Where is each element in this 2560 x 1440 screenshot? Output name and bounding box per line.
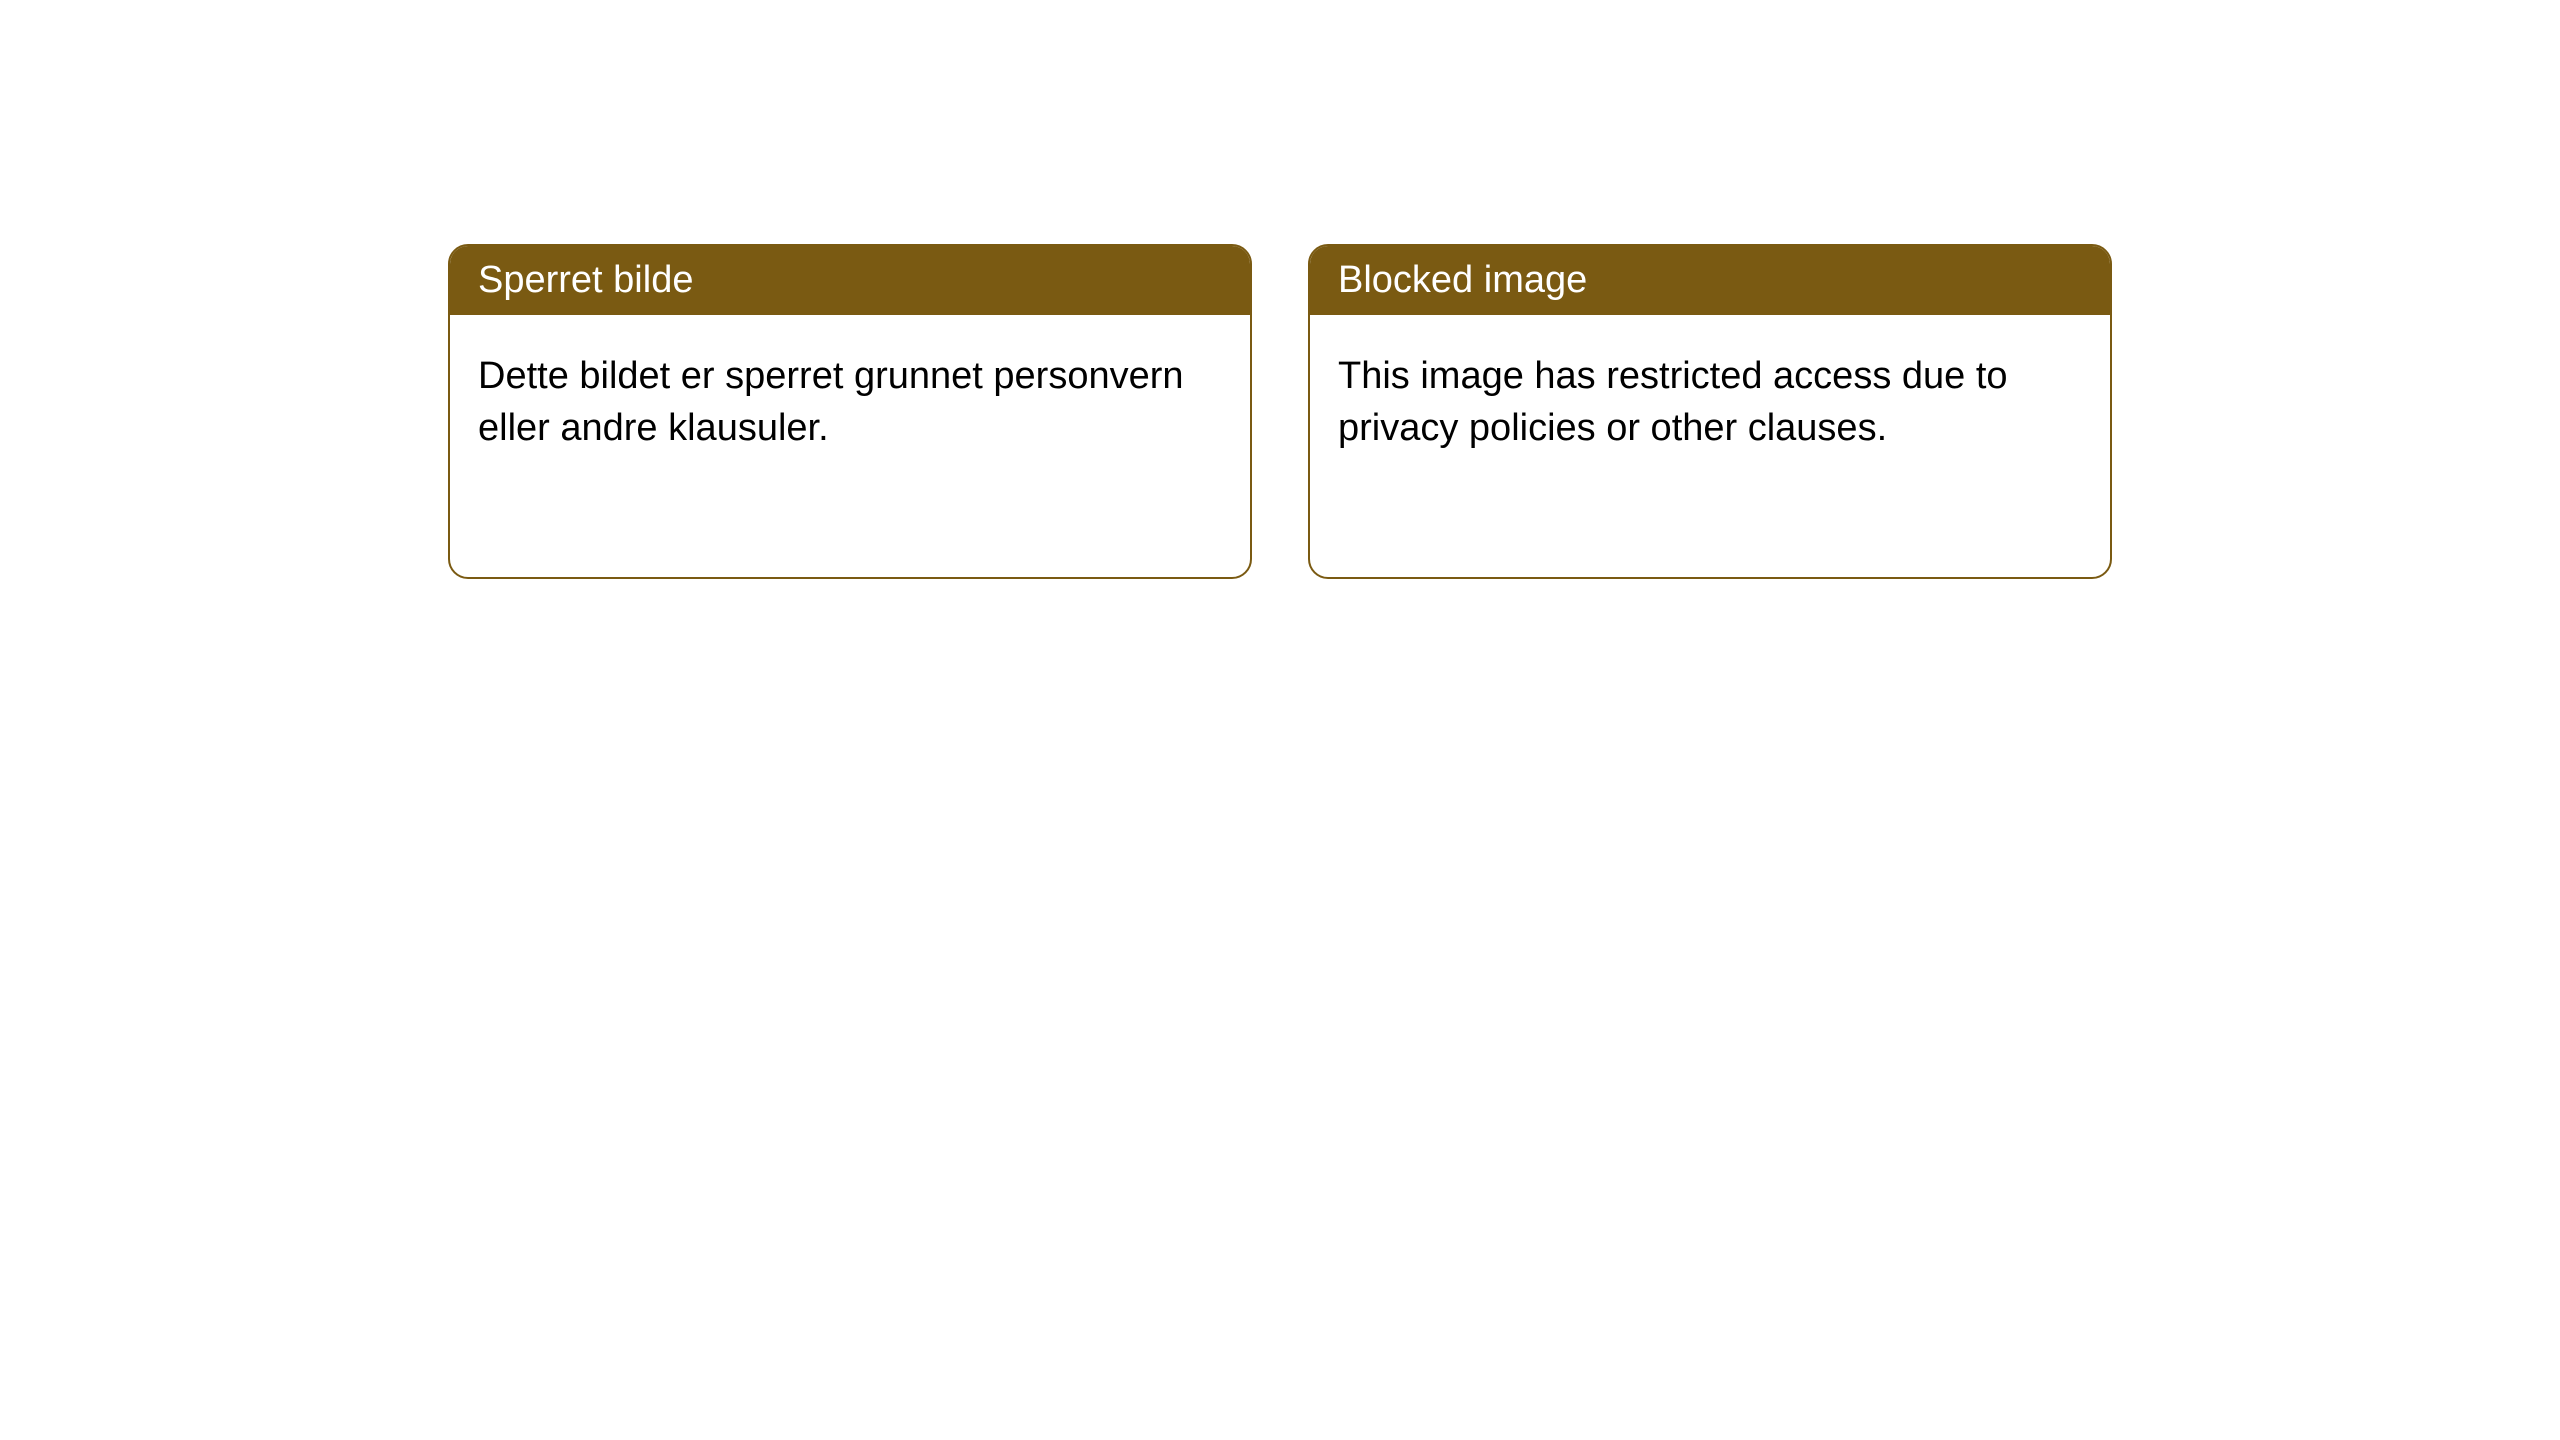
card-title: Blocked image <box>1338 259 1587 301</box>
card-body-text: This image has restricted access due to … <box>1338 355 2008 448</box>
card-body: This image has restricted access due to … <box>1310 315 2110 490</box>
card-body: Dette bildet er sperret grunnet personve… <box>450 315 1250 490</box>
card-header: Sperret bilde <box>450 246 1250 315</box>
blocked-image-card-en: Blocked image This image has restricted … <box>1308 244 2112 579</box>
blocked-image-card-no: Sperret bilde Dette bildet er sperret gr… <box>448 244 1252 579</box>
notice-container: Sperret bilde Dette bildet er sperret gr… <box>0 0 2560 579</box>
card-header: Blocked image <box>1310 246 2110 315</box>
card-title: Sperret bilde <box>478 259 693 301</box>
card-body-text: Dette bildet er sperret grunnet personve… <box>478 355 1184 448</box>
